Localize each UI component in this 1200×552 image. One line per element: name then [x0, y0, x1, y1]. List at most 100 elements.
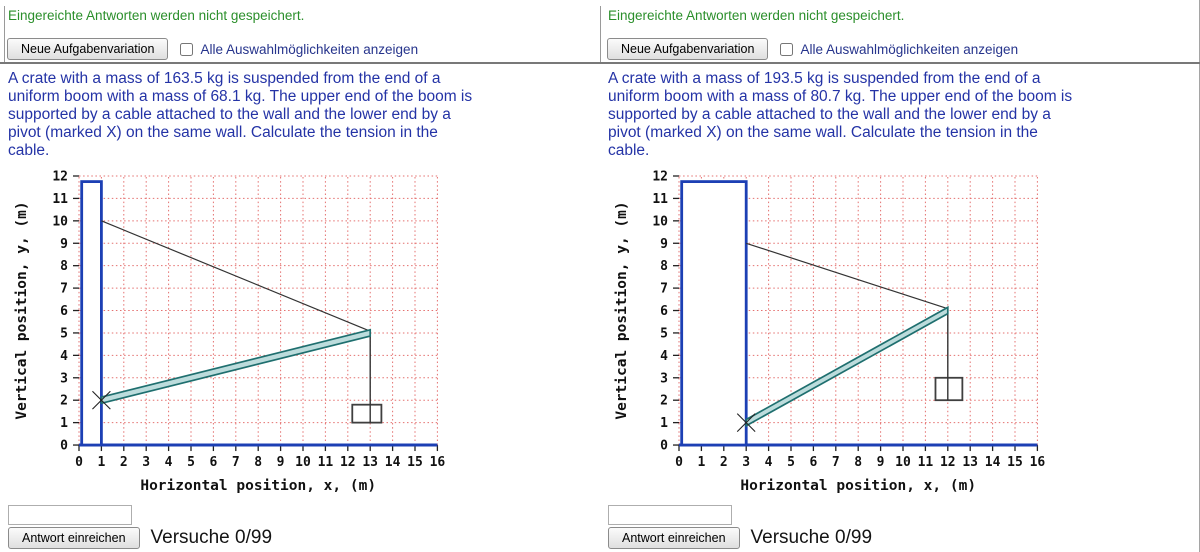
y-tick-label: 7	[60, 282, 68, 297]
y-tick-label: 6	[60, 304, 68, 319]
x-tick-label: 7	[832, 455, 840, 470]
cable-line	[746, 242, 948, 310]
answer-input[interactable]	[608, 505, 732, 525]
crate-rect	[351, 403, 383, 424]
problem-statement: A crate with a mass of 163.5 kg is suspe…	[8, 70, 473, 159]
submit-row: Antwort einreichen Versuche 0/99	[8, 527, 272, 549]
problem-panel-right: Eingereichte Antworten werden nicht gesp…	[600, 0, 1200, 552]
y-tick-label: 3	[660, 371, 668, 386]
y-tick-label: 10	[52, 214, 68, 229]
y-tick-label: 11	[52, 192, 68, 207]
x-tick-label: 10	[295, 455, 311, 470]
x-tick-label: 11	[918, 455, 934, 470]
x-tick-label: 1	[697, 455, 705, 470]
x-tick-label: 0	[75, 455, 83, 470]
x-tick-label: 8	[854, 455, 862, 470]
x-tick-label: 8	[254, 455, 262, 470]
x-tick-label: 15	[407, 455, 423, 470]
x-tick-label: 13	[362, 455, 378, 470]
wall-rect	[680, 180, 748, 447]
y-tick-label: 3	[60, 371, 68, 386]
x-tick-label: 16	[430, 455, 446, 470]
y-axis-label: Vertical position, y, (m)	[614, 201, 630, 419]
pivot-x-mark	[92, 390, 111, 410]
x-tick-label: 12	[340, 455, 356, 470]
boom-shape	[745, 305, 949, 428]
y-axis-label: Vertical position, y, (m)	[14, 201, 30, 419]
x-axis-label: Horizontal position, x, (m)	[740, 478, 976, 494]
x-tick-label: 6	[209, 455, 217, 470]
boom-diagram-plot: 0 1 2 3 4 5 6 7 8 9 10 11 12 13 14 15 160123456789101112…	[614, 170, 1046, 495]
y-tick-label: 6	[660, 304, 668, 319]
y-tick-label: 9	[60, 237, 68, 252]
y-tick-label: 8	[660, 259, 668, 274]
y-tick-label: 9	[660, 237, 668, 252]
y-tick-label: 8	[60, 259, 68, 274]
y-tick-label: 2	[660, 394, 668, 409]
x-tick-label: 6	[809, 455, 817, 470]
variation-controls: Neue Aufgabenvariation Alle Auswahlmögli…	[607, 36, 1018, 62]
cable-line	[101, 220, 371, 332]
x-axis-label: Horizontal position, x, (m)	[140, 478, 376, 494]
x-tick-label: 2	[120, 455, 128, 470]
submit-answer-button[interactable]: Antwort einreichen	[608, 527, 740, 549]
problem-panel-left: Eingereichte Antworten werden nicht gesp…	[0, 6, 600, 549]
x-tick-label: 14	[385, 455, 401, 470]
x-tick-label: 11	[318, 455, 334, 470]
boom-shape	[100, 328, 372, 405]
wall-rect	[80, 180, 103, 447]
attempts-counter: Versuche 0/99	[750, 527, 873, 548]
new-variation-button[interactable]: Neue Aufgabenvariation	[607, 38, 769, 60]
pivot-x-mark	[736, 413, 756, 432]
y-tick-label: 1	[60, 416, 68, 431]
section-divider	[0, 62, 600, 64]
variation-controls: Neue Aufgabenvariation Alle Auswahlmögli…	[7, 36, 418, 62]
panel-border-line	[4, 6, 5, 63]
show-all-choices-label: Alle Auswahlmöglichkeiten anzeigen	[200, 41, 419, 57]
answer-input[interactable]	[8, 505, 132, 525]
y-tick-label: 0	[660, 439, 668, 454]
x-tick-label: 10	[895, 455, 911, 470]
x-tick-label: 13	[962, 455, 978, 470]
x-tick-label: 7	[232, 455, 240, 470]
x-tick-label: 5	[787, 455, 795, 470]
x-tick-label: 15	[1007, 455, 1023, 470]
x-tick-label: 2	[720, 455, 728, 470]
x-tick-label: 3	[742, 455, 750, 470]
y-tick-label: 4	[60, 349, 68, 364]
x-tick-label: 4	[165, 455, 173, 470]
show-all-choices-checkbox[interactable]	[780, 42, 794, 56]
submit-row: Antwort einreichen Versuche 0/99	[608, 527, 872, 549]
y-tick-label: 0	[60, 439, 68, 454]
x-tick-label: 5	[187, 455, 195, 470]
x-tick-label: 1	[97, 455, 105, 470]
not-saved-notice: Eingereichte Antworten werden nicht gesp…	[608, 8, 905, 23]
x-tick-label: 16	[1030, 455, 1046, 470]
y-tick-label: 12	[652, 170, 668, 185]
panel-border-line	[600, 6, 601, 63]
y-tick-label: 2	[60, 394, 68, 409]
not-saved-notice: Eingereichte Antworten werden nicht gesp…	[8, 8, 305, 23]
section-divider	[600, 62, 1200, 64]
crate-rect	[934, 376, 964, 402]
boom-diagram-plot: 0 1 2 3 4 5 6 7 8 9 10 11 12 13 14 15 160123456789101112…	[14, 170, 446, 495]
show-all-choices-label: Alle Auswahlmöglichkeiten anzeigen	[800, 41, 1019, 57]
y-tick-label: 10	[652, 214, 668, 229]
y-tick-label: 5	[60, 326, 68, 341]
y-tick-label: 4	[660, 349, 668, 364]
y-tick-label: 11	[652, 192, 668, 207]
submit-answer-button[interactable]: Antwort einreichen	[8, 527, 140, 549]
y-tick-label: 1	[660, 416, 668, 431]
x-tick-label: 9	[877, 455, 885, 470]
y-tick-label: 7	[660, 282, 668, 297]
y-tick-label: 12	[52, 170, 68, 185]
x-tick-label: 0	[675, 455, 683, 470]
new-variation-button[interactable]: Neue Aufgabenvariation	[7, 38, 169, 60]
x-tick-label: 3	[142, 455, 150, 470]
x-tick-label: 14	[985, 455, 1001, 470]
x-tick-label: 4	[765, 455, 773, 470]
x-tick-label: 9	[277, 455, 285, 470]
problem-statement: A crate with a mass of 193.5 kg is suspe…	[608, 70, 1073, 159]
show-all-choices-checkbox[interactable]	[180, 42, 194, 56]
attempts-counter: Versuche 0/99	[150, 527, 273, 548]
